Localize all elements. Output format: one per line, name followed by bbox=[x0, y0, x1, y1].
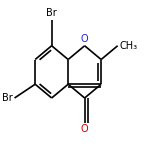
Text: O: O bbox=[81, 124, 88, 134]
Text: Br: Br bbox=[46, 8, 57, 18]
Text: Br: Br bbox=[2, 93, 13, 103]
Text: CH₃: CH₃ bbox=[119, 41, 137, 51]
Text: O: O bbox=[81, 34, 88, 44]
